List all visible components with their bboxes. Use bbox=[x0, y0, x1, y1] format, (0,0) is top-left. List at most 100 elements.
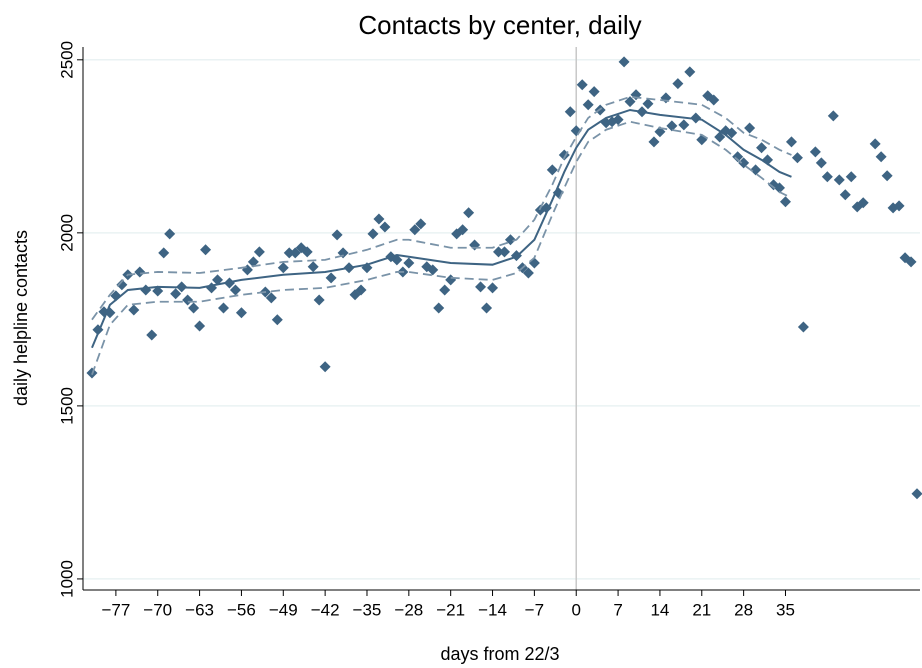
data-point bbox=[756, 142, 768, 154]
data-point bbox=[797, 321, 809, 333]
data-point bbox=[379, 221, 391, 233]
data-point bbox=[325, 272, 337, 284]
data-point bbox=[152, 285, 164, 297]
data-point bbox=[911, 488, 922, 500]
x-tick-label: −70 bbox=[143, 600, 172, 619]
data-point bbox=[857, 197, 869, 209]
data-point bbox=[170, 288, 182, 300]
data-point bbox=[235, 307, 247, 319]
data-point bbox=[164, 228, 176, 240]
data-point bbox=[146, 329, 158, 341]
data-point bbox=[301, 246, 313, 258]
x-tick-label: 14 bbox=[650, 600, 669, 619]
x-tick-label: 28 bbox=[734, 600, 753, 619]
x-tick-label: −14 bbox=[478, 600, 507, 619]
data-point bbox=[690, 112, 702, 124]
data-point bbox=[229, 284, 241, 296]
y-tick-label: 1000 bbox=[57, 560, 76, 598]
data-point bbox=[821, 171, 833, 183]
data-point bbox=[307, 261, 319, 273]
x-tick-label: −56 bbox=[227, 600, 256, 619]
x-tick-label: 7 bbox=[613, 600, 622, 619]
data-point bbox=[905, 256, 917, 268]
data-point bbox=[445, 274, 457, 286]
data-point bbox=[373, 213, 385, 225]
x-tick-label: −7 bbox=[525, 600, 544, 619]
data-point bbox=[253, 246, 265, 258]
chart-title: Contacts by center, daily bbox=[358, 10, 641, 40]
data-point bbox=[809, 146, 821, 158]
x-tick-label: 0 bbox=[571, 600, 580, 619]
data-point bbox=[403, 257, 415, 269]
data-point bbox=[469, 239, 481, 251]
data-point bbox=[522, 267, 534, 279]
data-point bbox=[672, 78, 684, 90]
data-point bbox=[487, 282, 499, 294]
data-point bbox=[134, 266, 146, 278]
data-point bbox=[463, 207, 475, 219]
data-point bbox=[200, 244, 212, 256]
x-tick-label: −21 bbox=[436, 600, 465, 619]
data-point bbox=[582, 99, 594, 111]
data-point bbox=[875, 151, 887, 163]
confidence-band-line bbox=[91, 120, 792, 376]
x-tick-label: 21 bbox=[692, 600, 711, 619]
data-point bbox=[481, 302, 493, 314]
data-point bbox=[331, 229, 343, 241]
data-point bbox=[750, 164, 762, 176]
data-point bbox=[624, 96, 636, 108]
data-point bbox=[528, 257, 540, 269]
data-point bbox=[774, 182, 786, 194]
data-point bbox=[182, 294, 194, 306]
data-point bbox=[893, 200, 905, 212]
data-point bbox=[475, 281, 487, 293]
data-point bbox=[158, 247, 170, 259]
data-point bbox=[241, 264, 253, 276]
confidence-band-line bbox=[91, 95, 792, 321]
data-point bbox=[678, 119, 690, 131]
data-point bbox=[212, 274, 224, 286]
data-point bbox=[642, 98, 654, 110]
y-tick-label: 2500 bbox=[57, 41, 76, 79]
data-point bbox=[564, 106, 576, 118]
data-point bbox=[839, 189, 851, 201]
data-point bbox=[313, 294, 325, 306]
data-point bbox=[355, 284, 367, 296]
data-point bbox=[409, 224, 421, 236]
data-point bbox=[493, 246, 505, 258]
data-point bbox=[433, 302, 445, 314]
x-tick-label: −77 bbox=[101, 600, 130, 619]
data-point bbox=[116, 279, 128, 291]
data-point bbox=[277, 262, 289, 274]
x-tick-label: 35 bbox=[776, 600, 795, 619]
data-point bbox=[588, 86, 600, 98]
data-point bbox=[546, 164, 558, 176]
x-tick-label: −35 bbox=[353, 600, 382, 619]
x-tick-label: −28 bbox=[394, 600, 423, 619]
data-point bbox=[415, 218, 427, 230]
data-point bbox=[869, 138, 881, 150]
data-point bbox=[714, 131, 726, 143]
x-tick-label: −42 bbox=[311, 600, 340, 619]
data-point bbox=[128, 304, 140, 316]
data-point bbox=[612, 114, 624, 126]
data-point bbox=[576, 79, 588, 91]
data-point bbox=[618, 56, 630, 68]
data-point bbox=[427, 264, 439, 276]
y-axis-label: daily helpline contacts bbox=[11, 230, 31, 406]
data-point bbox=[845, 171, 857, 183]
data-point bbox=[785, 136, 797, 148]
data-point bbox=[247, 256, 259, 268]
data-point bbox=[140, 284, 152, 296]
data-point bbox=[283, 247, 295, 259]
x-tick-label: −63 bbox=[185, 600, 214, 619]
x-tick-label: −49 bbox=[269, 600, 298, 619]
data-point bbox=[319, 361, 331, 373]
data-point bbox=[265, 292, 277, 304]
data-point bbox=[289, 247, 301, 259]
data-point bbox=[439, 284, 451, 296]
data-point bbox=[732, 151, 744, 163]
data-point bbox=[217, 302, 229, 314]
data-point bbox=[498, 246, 510, 258]
data-point bbox=[726, 127, 738, 139]
